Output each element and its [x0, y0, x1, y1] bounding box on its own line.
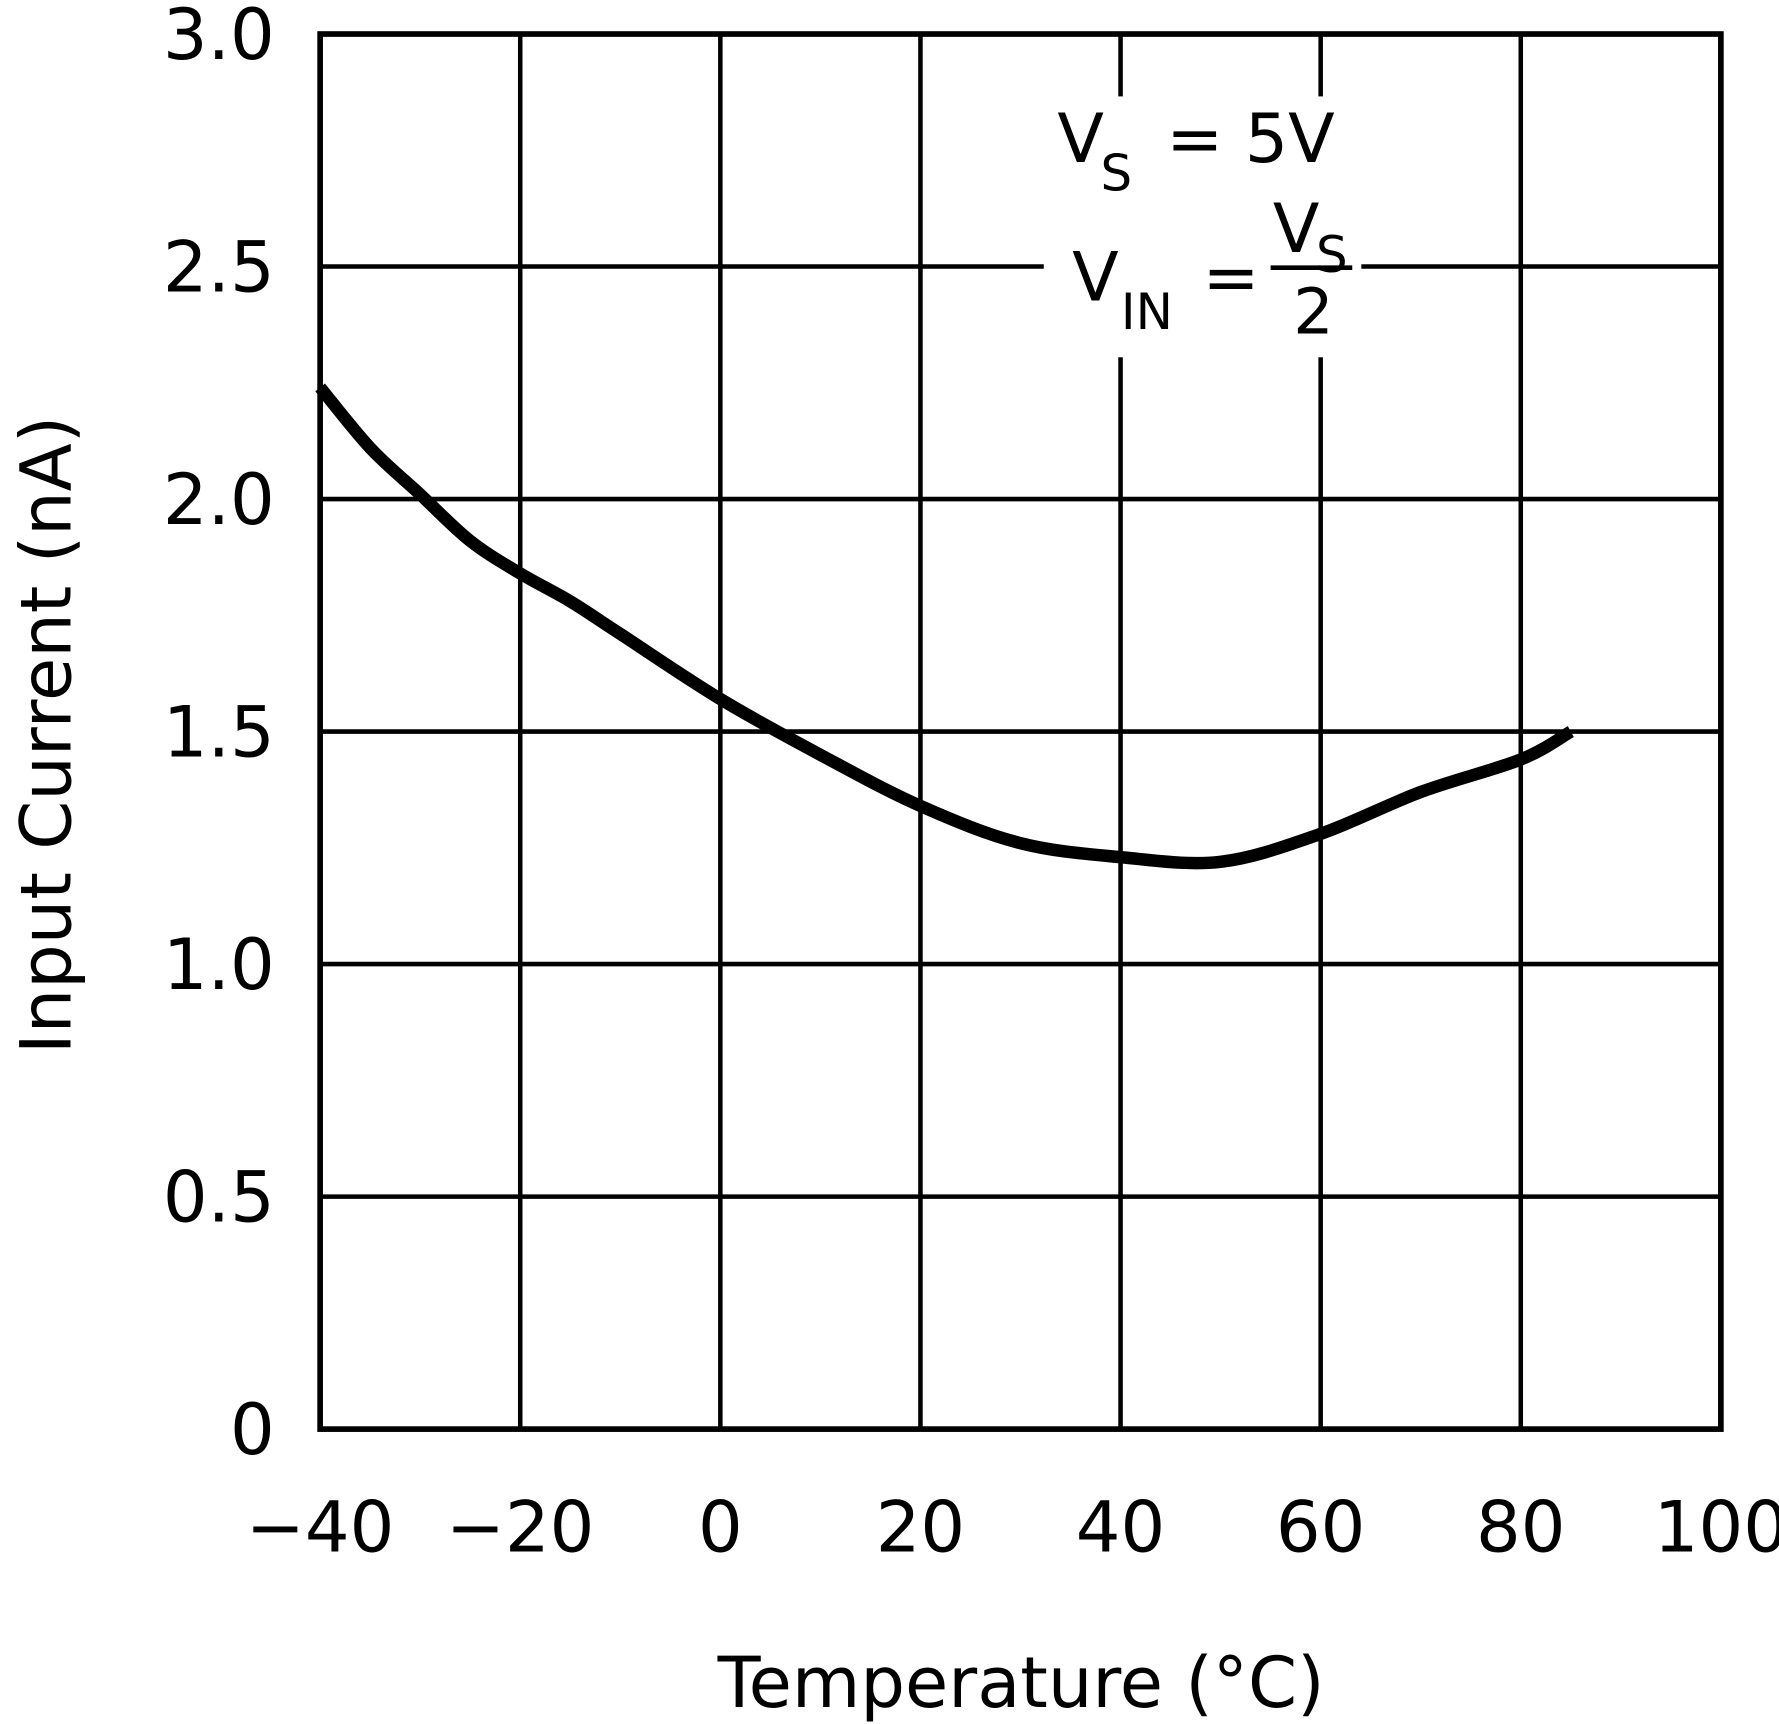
plot-frame: [317, 31, 1724, 1432]
x-tick-label: 20: [876, 1487, 965, 1569]
annotation-vs-v: V: [1057, 100, 1104, 179]
annotation-frac-num-sub: S: [1316, 226, 1348, 284]
y-tick-label: 1.5: [163, 692, 275, 774]
annotation-vin-sub: IN: [1121, 283, 1173, 341]
y-tick-label: 2.0: [163, 459, 275, 541]
y-tick-label: 2.5: [163, 226, 275, 308]
tick-labels: −40 −20 0 20 40 60 80 100 0 0.5 1.0 1.5 2.0 2.5 3.0: [163, 0, 1779, 1569]
y-tick-label: 1.0: [163, 924, 275, 1006]
grid: [317, 31, 1724, 1432]
annotation: V S = 5V V IN = V S 2: [1043, 96, 1362, 358]
y-axis-label: Input Current (nA): [6, 416, 88, 1054]
x-tick-label: 80: [1476, 1487, 1565, 1569]
annotation-vs-value: = 5V: [1166, 100, 1335, 179]
annotation-frac-num-v: V: [1273, 190, 1320, 269]
x-tick-label: −40: [246, 1487, 394, 1569]
x-axis-label: Temperature (°C): [717, 1642, 1325, 1724]
annotation-vs-sub: S: [1100, 145, 1132, 203]
x-tick-label: 60: [1276, 1487, 1365, 1569]
x-tick-label: −20: [446, 1487, 594, 1569]
annotation-vin-v: V: [1072, 239, 1119, 318]
series-line: [315, 383, 1574, 870]
annotation-frac-den: 2: [1293, 274, 1333, 348]
x-tick-label: 40: [1076, 1487, 1165, 1569]
x-tick-label: 0: [698, 1487, 743, 1569]
y-tick-label: 3.0: [163, 0, 275, 76]
annotation-vin-eq: =: [1203, 239, 1260, 318]
y-tick-label: 0.5: [163, 1157, 275, 1239]
y-tick-label: 0: [230, 1389, 275, 1471]
x-tick-label: 100: [1654, 1487, 1779, 1569]
